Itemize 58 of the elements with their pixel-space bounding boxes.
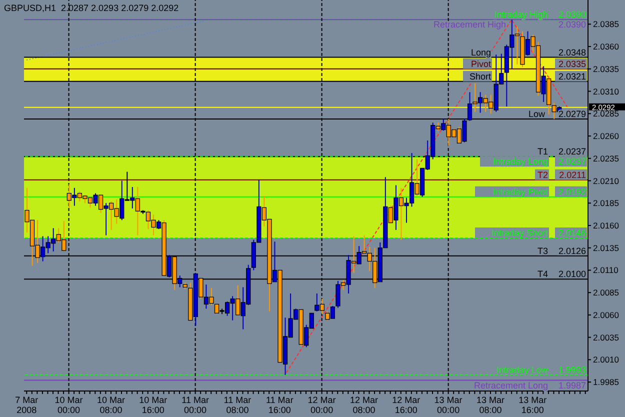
y-tick-label: 2.0210 [593, 176, 620, 186]
ref-line-label: Long [470, 47, 491, 58]
ref-line-label: Short [469, 71, 492, 82]
x-tick-label: 13 Mar 08:00 [476, 395, 504, 415]
x-tick-label: 10 Mar 16:00 [139, 395, 168, 415]
ref-line-label: T3 [537, 246, 548, 256]
y-tick-label: 2.0235 [593, 153, 620, 164]
y-tick-label: 2.0310 [593, 86, 620, 96]
annotation: 2.0126 [558, 246, 586, 256]
annotation: 1.9993 [558, 364, 586, 375]
annotation: 2.0348 [558, 47, 586, 58]
y-tick-label: 2.0160 [593, 220, 620, 230]
y-tick-label: 2.0010 [593, 354, 620, 365]
annotation: 2.0211 [559, 170, 586, 180]
x-tick-label: 11 Mar 08:00 [224, 395, 252, 415]
ref-line-label: Retracement Long [474, 380, 548, 390]
annotation: 2.0237 [558, 156, 586, 167]
ref-line-label: Intraday Long [492, 156, 548, 167]
y-tick-label: 2.0110 [593, 265, 619, 276]
annotation: 2.0321 [558, 71, 586, 82]
ref-line-label: T1 [537, 146, 548, 157]
annotation: 2.0146 [558, 228, 586, 238]
x-tick-label: 10 Mar 00:00 [54, 395, 83, 415]
x-tick-label: 11 Mar 16:00 [266, 395, 294, 415]
x-tick-label: 13 Mar 16:00 [518, 395, 547, 415]
y-tick-label: 2.0085 [593, 288, 620, 298]
x-tick-label: 12 Mar 08:00 [350, 395, 378, 415]
x-tick-label: 12 Mar 00:00 [308, 395, 336, 415]
annotation: 2.0237 [558, 146, 586, 157]
annotation: 2.0192 [558, 186, 586, 197]
ref-line-label: Low [528, 109, 546, 119]
y-tick-label: 2.0335 [593, 64, 620, 74]
x-tick-label: 13 Mar 00:00 [434, 395, 462, 415]
annotation: 2.0390 [558, 10, 586, 20]
y-tick-label: 2.0185 [593, 198, 620, 208]
annotation: 2.0100 [558, 269, 586, 280]
y-tick-label: 2.0260 [593, 131, 620, 142]
ref-line-label: Intraday Short [491, 228, 548, 238]
ref-line-label: T4 [537, 269, 548, 280]
y-tick-label: 1.9985 [593, 377, 620, 388]
ref-line-label: Intraday High [494, 10, 548, 20]
chart-title: GBPUSD,H1 2.0287 2.0293 2.0279 2.0292 [4, 3, 179, 13]
annotation: 1.9987 [558, 380, 586, 390]
ref-line-label: Pivot [470, 58, 492, 69]
y-tick-label: 2.0060 [593, 310, 620, 320]
y-tick-label: 2.0385 [593, 19, 620, 30]
ref-line-label: Retracement High [433, 20, 506, 30]
annotation: 2.0390 [558, 20, 586, 30]
x-tick-label: 11 Mar 00:00 [182, 395, 209, 415]
x-tick-label: 7 Mar 2008 [15, 395, 38, 415]
y-tick-label: 2.0360 [593, 42, 620, 52]
y-tick-label: 2.0035 [593, 332, 620, 342]
ref-line-label: Intraday Pivot [492, 186, 548, 197]
annotation: 2.0335 [558, 58, 586, 69]
y-tick-label: 2.0135 [593, 242, 620, 253]
x-tick-label: 12 Mar 16:00 [392, 395, 420, 415]
ref-line-label: Intraday Low [496, 364, 548, 375]
x-tick-label: 10 Mar 08:00 [96, 395, 125, 415]
